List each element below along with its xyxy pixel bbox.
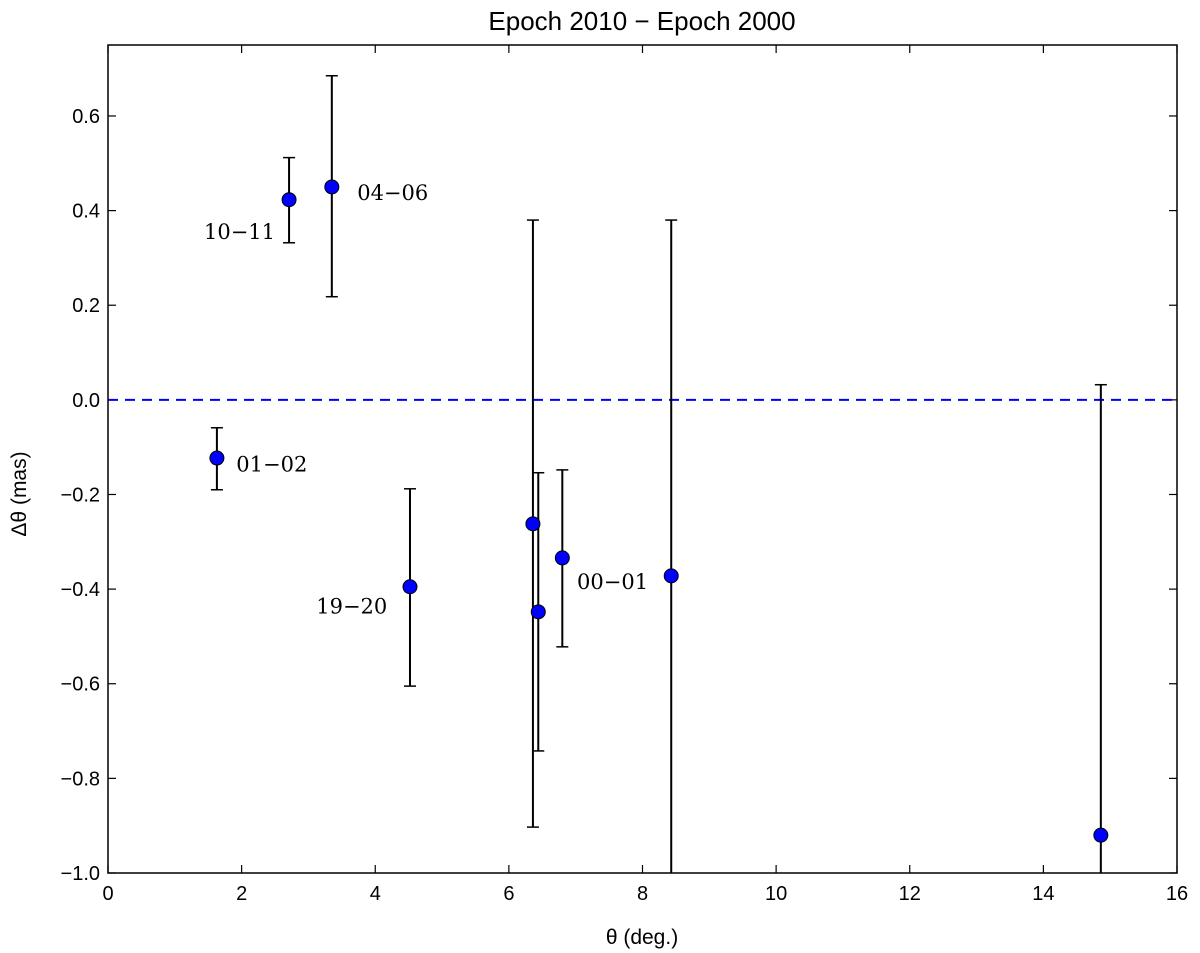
- data-point: [209, 450, 225, 466]
- chart-title: Epoch 2010 − Epoch 2000: [488, 6, 795, 36]
- x-axis-label: θ (deg.): [606, 926, 678, 949]
- x-tick-label: 12: [899, 883, 921, 905]
- y-tick-label: 0.2: [72, 295, 100, 317]
- plot-frame: [107, 44, 1178, 874]
- x-tick-label: 4: [370, 883, 381, 905]
- point-annotation: 00−01: [577, 570, 648, 594]
- data-point: [530, 604, 546, 620]
- point-annotation: 10−11: [204, 220, 275, 244]
- y-tick-label: −0.6: [61, 674, 100, 696]
- y-tick-label: 0.0: [72, 390, 100, 412]
- x-tick-label: 0: [102, 883, 113, 905]
- y-tick-label: 0.6: [72, 106, 100, 128]
- data-point: [402, 579, 418, 595]
- data-point: [663, 568, 679, 584]
- x-tick-label: 10: [765, 883, 787, 905]
- data-point: [525, 516, 541, 532]
- x-tick-label: 16: [1166, 883, 1188, 905]
- data-point: [554, 550, 570, 566]
- data-point: [1093, 827, 1109, 843]
- point-annotation: 19−20: [316, 595, 387, 619]
- x-tick-label: 2: [236, 883, 247, 905]
- y-tick-label: −0.8: [61, 768, 100, 790]
- y-tick-label: −1.0: [61, 863, 100, 885]
- point-annotation: 04−06: [357, 181, 428, 205]
- data-point: [281, 192, 297, 208]
- point-annotation: 01−02: [236, 453, 307, 477]
- y-axis-label: Δθ (mas): [8, 451, 31, 536]
- y-tick-label: −0.4: [61, 579, 100, 601]
- y-tick-label: 0.4: [72, 201, 100, 223]
- x-tick-label: 14: [1032, 883, 1054, 905]
- x-tick-label: 8: [637, 883, 648, 905]
- data-point: [324, 179, 340, 195]
- y-tick-label: −0.2: [61, 484, 100, 506]
- x-tick-label: 6: [503, 883, 514, 905]
